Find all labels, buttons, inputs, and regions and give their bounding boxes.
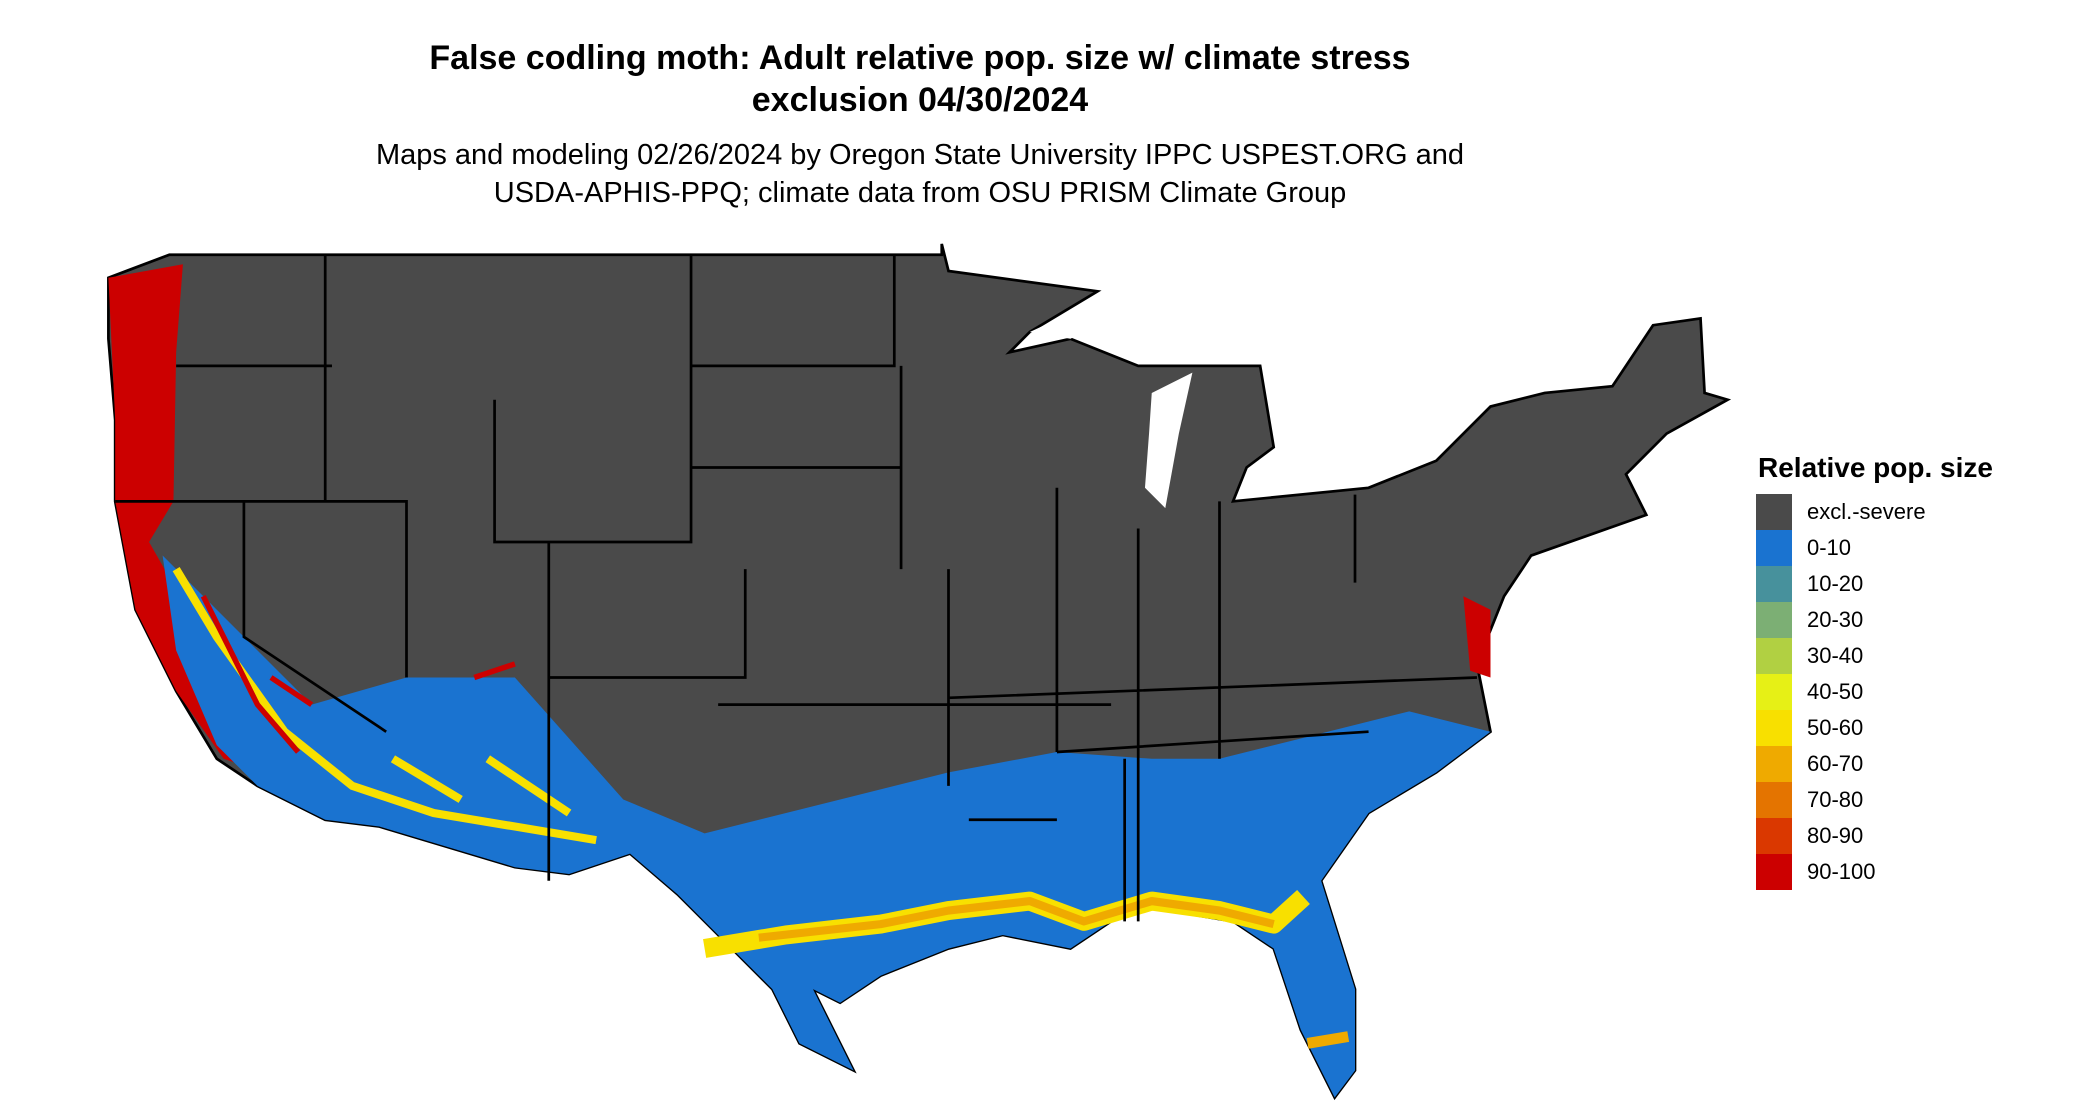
florida-band (1306, 1031, 1350, 1049)
legend-item: 10-20 (1756, 566, 1993, 602)
legend-item: 30-40 (1756, 638, 1993, 674)
legend-item: 60-70 (1756, 746, 1993, 782)
legend-swatch (1756, 674, 1792, 710)
legend-item: 90-100 (1756, 854, 1993, 890)
southwest-mixed-band (172, 567, 597, 845)
legend-swatch (1756, 602, 1792, 638)
legend-item: 70-80 (1756, 782, 1993, 818)
legend-label: 20-30 (1807, 607, 1864, 632)
southwest-red-band (200, 594, 516, 754)
legend-item: 20-30 (1756, 602, 1993, 638)
legend-label: 90-100 (1807, 859, 1876, 884)
legend-title: Relative pop. size (1758, 452, 1993, 483)
legend-label: 30-40 (1807, 643, 1864, 668)
legend-label: 70-80 (1807, 787, 1864, 812)
legend-swatch (1756, 638, 1792, 674)
map-title-line-1: False codling moth: Adult relative pop. … (429, 39, 1411, 77)
legend-item: excl.-severe (1756, 494, 1993, 530)
legend-swatch (1756, 494, 1792, 530)
legend-swatch (1756, 746, 1792, 782)
legend-label: 80-90 (1807, 823, 1864, 848)
mid-atlantic-red-zone (1463, 596, 1491, 678)
legend-items: excl.-severe 0-10 10-20 20-30 30-40 40-50 50-6… (1756, 494, 1993, 890)
legend-item: 0-10 (1756, 530, 1993, 566)
legend-swatch (1756, 818, 1792, 854)
map-subtitle-line-1: Maps and modeling 02/26/2024 by Oregon S… (375, 139, 1465, 171)
legend-item: 50-60 (1756, 710, 1993, 746)
southern-low-zone (162, 555, 1491, 1098)
legend-swatch (1756, 530, 1792, 566)
west-coast-high-zone (108, 264, 272, 773)
gulf-coast-band-core (758, 897, 1275, 942)
legend-swatch (1756, 710, 1792, 746)
legend-swatch (1756, 566, 1792, 602)
legend-label: 10-20 (1807, 571, 1864, 596)
legend-swatch (1756, 854, 1792, 890)
legend-item: 80-90 (1756, 818, 1993, 854)
legend-item: 40-50 (1756, 674, 1993, 710)
legend-label: 50-60 (1807, 715, 1864, 740)
legend-label: excl.-severe (1807, 499, 1926, 524)
great-lakes (1029, 300, 1193, 509)
state-borders (115, 254, 1478, 922)
map-title-line-2: exclusion 04/30/2024 (751, 81, 1089, 119)
legend-swatch (1756, 782, 1792, 818)
legend: Relative pop. size excl.-severe 0-10 10-20… (1756, 452, 1993, 890)
legend-label: 40-50 (1807, 679, 1864, 704)
legend-label: 60-70 (1807, 751, 1864, 776)
legend-label: 0-10 (1807, 535, 1852, 560)
map-subtitle-line-2: USDA-APHIS-PPQ; climate data from OSU PR… (493, 177, 1347, 209)
